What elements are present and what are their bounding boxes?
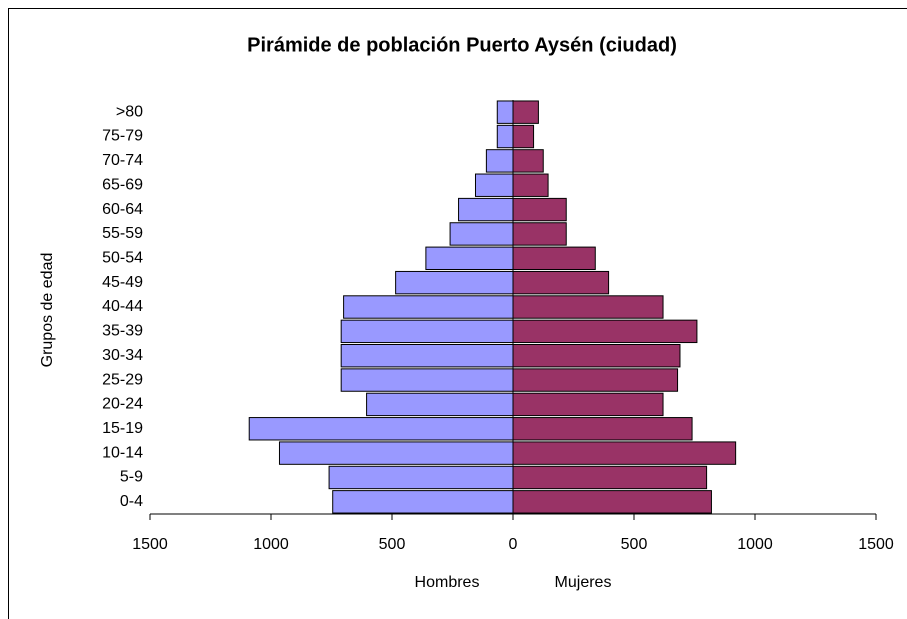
bar <box>485 149 514 173</box>
y-tick-label: 25-29 <box>102 371 143 388</box>
bar <box>512 100 539 124</box>
y-tick-label: 15-19 <box>102 420 143 437</box>
bar <box>512 173 549 197</box>
bar <box>496 124 514 149</box>
y-tick-label: 40-44 <box>102 298 143 315</box>
bar <box>340 319 514 344</box>
bar <box>512 149 544 173</box>
y-axis-label: Grupos de edad <box>39 253 56 368</box>
bar <box>474 173 514 197</box>
bar <box>425 246 514 270</box>
bar <box>512 441 737 465</box>
bar <box>512 368 679 392</box>
x-tick-label: 1500 <box>132 536 168 553</box>
legend-label: Hombres <box>415 574 480 591</box>
bar <box>328 465 514 490</box>
bar <box>512 465 708 490</box>
bar <box>512 295 664 319</box>
y-tick-label: 35-39 <box>102 323 143 340</box>
y-tick-label: 20-24 <box>102 396 143 413</box>
x-tick-label: 1000 <box>253 536 289 553</box>
bar <box>512 490 712 514</box>
x-tick-label: 500 <box>379 536 406 553</box>
x-tick-label: 0 <box>509 536 518 553</box>
bar <box>512 270 610 295</box>
y-tick-label: 55-59 <box>102 225 143 242</box>
x-tick-label: 1000 <box>737 536 773 553</box>
bar <box>340 344 514 368</box>
bar <box>512 417 693 441</box>
bar <box>458 197 514 222</box>
bar <box>512 344 681 368</box>
chart-title: Pirámide de población Puerto Aysén (ciud… <box>247 34 677 56</box>
y-tick-label: 60-64 <box>102 201 143 218</box>
y-tick-label: >80 <box>116 103 143 120</box>
bar <box>248 417 514 441</box>
bar <box>512 319 698 344</box>
y-tick-label: 50-54 <box>102 250 143 267</box>
bar <box>395 270 514 295</box>
bar <box>278 441 514 465</box>
bar <box>512 197 567 222</box>
y-tick-label: 75-79 <box>102 128 143 145</box>
y-tick-label: 65-69 <box>102 176 143 193</box>
y-tick-label: 10-14 <box>102 444 143 461</box>
bar <box>496 100 514 124</box>
x-tick-label: 500 <box>621 536 648 553</box>
bar <box>343 295 514 319</box>
legend-label: Mujeres <box>555 574 612 591</box>
bar <box>512 246 596 270</box>
bar <box>449 222 514 246</box>
x-tick-label: 1500 <box>858 536 894 553</box>
y-tick-label: 0-4 <box>120 493 143 510</box>
y-tick-label: 45-49 <box>102 274 143 291</box>
bar <box>340 368 514 392</box>
bar <box>512 392 664 417</box>
bar <box>512 124 535 149</box>
y-tick-label: 30-34 <box>102 347 143 364</box>
bar <box>366 392 514 417</box>
bar <box>332 490 514 514</box>
y-tick-label: 70-74 <box>102 152 143 169</box>
bar <box>512 222 567 246</box>
y-tick-label: 5-9 <box>120 469 143 486</box>
